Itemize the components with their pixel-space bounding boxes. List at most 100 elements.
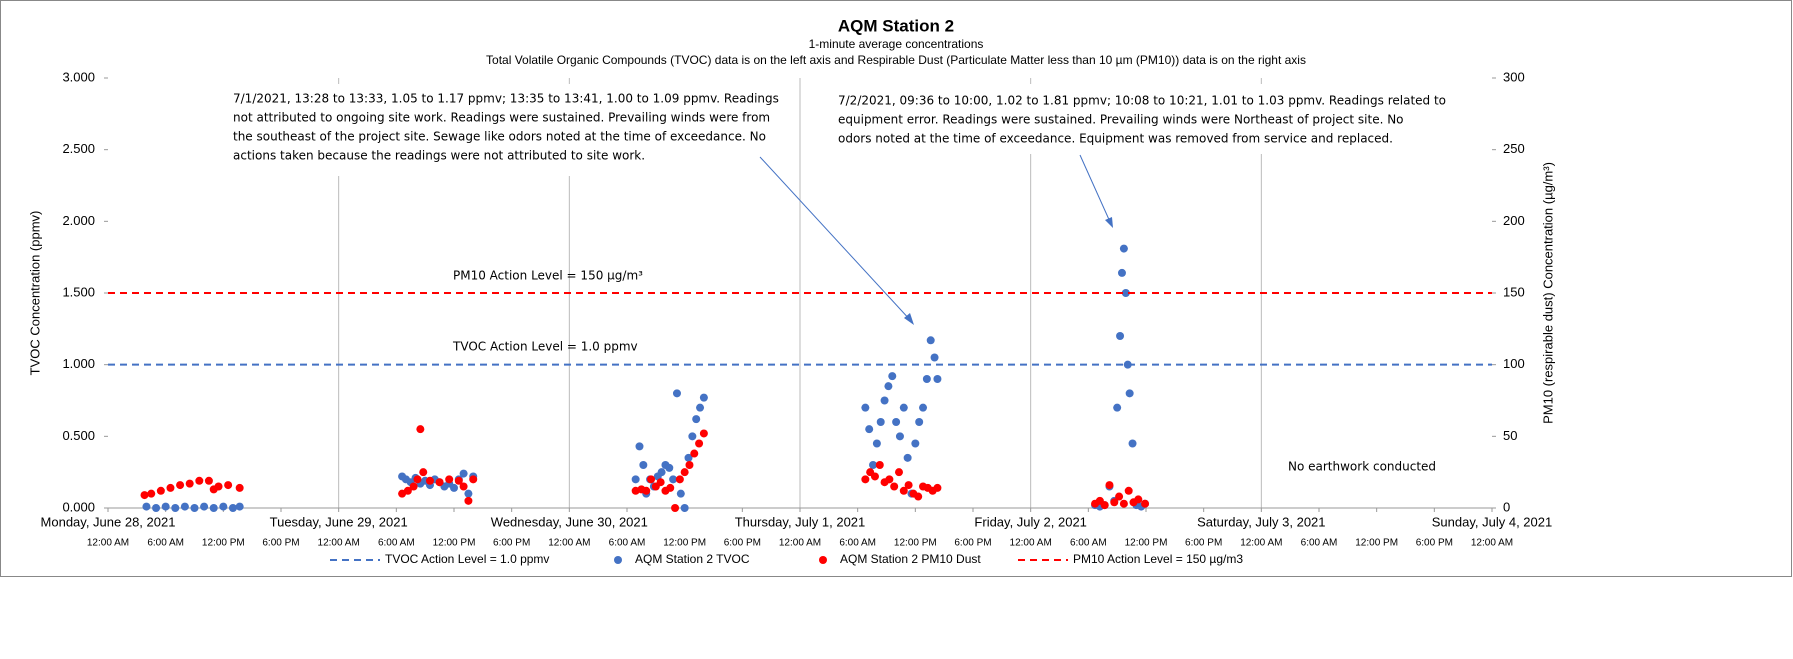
data-point [656,478,665,487]
data-point [876,418,885,426]
data-point [454,476,463,485]
y2-tick-label: 0 [1503,499,1510,514]
y-tick-label: 1.000 [62,356,95,371]
data-point [1119,499,1128,508]
data-point [464,489,473,498]
data-point [1128,439,1137,448]
data-point [413,475,422,484]
data-point [185,479,194,488]
data-point [884,382,893,391]
data-point [892,418,901,426]
data-point [166,483,175,492]
y2-tick-label: 50 [1503,428,1517,443]
x-tick-label: 12:00 AM [87,538,129,549]
y-tick-label: 1.500 [62,284,95,299]
data-point [419,468,428,477]
chart-subtitle: 1-minute average concentrations [809,37,984,51]
data-point [675,475,684,484]
data-point [865,425,874,434]
legend-label: AQM Station 2 PM10 Dust [840,552,981,566]
data-point [890,482,899,491]
annotation: PM10 Action Level = 150 µg/m³ [453,269,643,283]
data-point [657,468,666,477]
legend-label: PM10 Action Level = 150 µg/m3 [1073,552,1243,566]
data-point [665,463,674,472]
data-point [922,375,931,383]
x-day-label: Friday, July 2, 2021 [974,514,1086,529]
data-point [209,504,218,512]
annotation-line: equipment error. Readings were sustained… [838,113,1404,127]
annotation-line: 7/1/2021, 13:28 to 13:33, 1.05 to 1.17 p… [233,92,779,106]
legend-label: AQM Station 2 TVOC [635,552,750,566]
data-point [409,482,418,491]
data-point [152,504,161,512]
data-point [1121,289,1130,297]
data-point [933,375,942,383]
x-tick-label: 12:00 AM [1240,538,1282,549]
data-point [459,482,468,491]
data-point [459,469,468,478]
x-tick-label: 12:00 PM [1125,538,1168,549]
data-point [180,502,189,511]
data-point [1124,486,1133,495]
x-tick-label: 6:00 PM [1185,538,1222,549]
x-day-label: Wednesday, June 30, 2021 [491,514,648,529]
data-point [930,353,939,362]
data-point [639,461,648,469]
data-point [219,502,228,511]
data-point [669,475,678,484]
data-point [671,504,680,512]
y2-tick-label: 250 [1503,141,1525,156]
data-point [200,502,209,511]
data-point [676,489,685,498]
data-point [894,468,903,477]
y-tick-label: 0.000 [62,499,95,514]
data-point [190,504,199,512]
data-point [880,396,889,405]
data-point [903,453,912,462]
chart-subtitle: Total Volatile Organic Compounds (TVOC) … [486,53,1306,67]
data-point [1105,481,1114,490]
x-tick-label: 12:00 PM [894,538,937,549]
data-point [140,491,149,500]
data-point [1119,244,1128,253]
x-tick-label: 12:00 PM [663,538,706,549]
data-point [171,504,180,512]
data-point [176,481,185,490]
annotation-line: odors noted at the time of exceedance. E… [838,132,1393,146]
x-tick-label: 12:00 AM [548,538,590,549]
data-point [1123,360,1132,369]
data-point [161,502,170,511]
annotation-line: the southeast of the project site. Sewag… [233,130,766,144]
data-point [1125,389,1134,398]
data-point [1141,499,1150,508]
data-point [680,468,689,477]
arrowhead [1105,217,1113,228]
arrow [759,156,913,323]
data-point [1110,498,1119,507]
data-point [1134,495,1143,504]
data-point [684,453,693,462]
y-tick-label: 2.500 [62,141,95,156]
legend-label: TVOC Action Level = 1.0 ppmv [385,552,549,566]
data-point [464,496,473,505]
x-day-label: Monday, June 28, 2021 [41,514,176,529]
data-point [1116,332,1125,340]
data-point [904,481,913,490]
arrow [1079,154,1112,225]
x-tick-label: 12:00 AM [1471,538,1513,549]
data-point [469,475,478,484]
data-point [680,504,689,512]
data-point [416,425,425,434]
x-tick-label: 12:00 AM [318,538,360,549]
x-tick-label: 6:00 AM [1070,538,1107,549]
data-point [888,372,897,381]
y-tick-label: 0.500 [62,428,95,443]
data-point [1100,501,1109,510]
data-point [1113,403,1122,412]
x-tick-label: 6:00 AM [839,538,876,549]
data-point [435,478,444,487]
x-day-label: Tuesday, June 29, 2021 [270,514,408,529]
data-point [672,389,681,398]
